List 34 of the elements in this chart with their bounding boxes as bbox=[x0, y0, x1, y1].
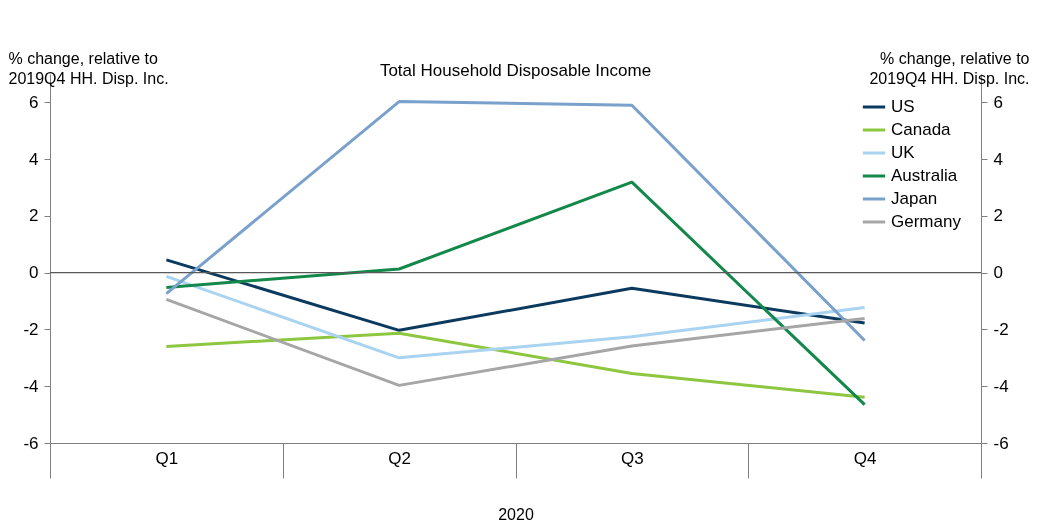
x-tick-label: Q4 bbox=[853, 448, 877, 468]
y2-tick-label: 0 bbox=[993, 263, 1003, 283]
line-series bbox=[164, 258, 867, 332]
legend-label: Japan bbox=[891, 189, 938, 208]
y2-tick-label: -4 bbox=[993, 376, 1009, 396]
y-axis-title: % change, relative to 2019Q4 HH. Disp. Inc. bbox=[8, 49, 169, 87]
x-tick-label: Q3 bbox=[621, 448, 644, 468]
y-tick-label: 2 bbox=[29, 206, 39, 226]
legend-label: US bbox=[891, 97, 915, 116]
y2-tick-label: 6 bbox=[993, 92, 1003, 112]
y2-tick-label: 4 bbox=[993, 149, 1003, 169]
y-tick-label: 4 bbox=[29, 149, 39, 169]
chart-title: Total Household Disposable Income bbox=[379, 61, 652, 80]
y2-axis-title: % change, relative to 2019Q4 HH. Disp. Inc. bbox=[869, 49, 1030, 87]
y2-tick-label: -6 bbox=[993, 433, 1009, 453]
y-tick-label: -6 bbox=[23, 433, 39, 453]
y-tick-label: -2 bbox=[23, 319, 39, 339]
line-series bbox=[164, 331, 867, 399]
line-series bbox=[164, 180, 867, 407]
line-series bbox=[164, 274, 867, 360]
legend-label: Canada bbox=[891, 120, 952, 139]
x-tick-label: Q2 bbox=[388, 448, 411, 468]
x-axis-title: 2020 bbox=[498, 506, 534, 523]
legend-label: Australia bbox=[891, 166, 958, 185]
y2-tick-label: -2 bbox=[993, 319, 1009, 339]
y-tick-label: 0 bbox=[29, 263, 39, 283]
line-series bbox=[164, 297, 867, 387]
line-series bbox=[164, 100, 867, 343]
x-tick-label: Q1 bbox=[155, 448, 179, 468]
legend-label: UK bbox=[891, 143, 916, 162]
y-tick-label: 6 bbox=[29, 92, 39, 112]
y2-tick-label: 2 bbox=[993, 206, 1003, 226]
legend-label: Germany bbox=[891, 212, 962, 231]
y-tick-label: -4 bbox=[23, 376, 39, 396]
